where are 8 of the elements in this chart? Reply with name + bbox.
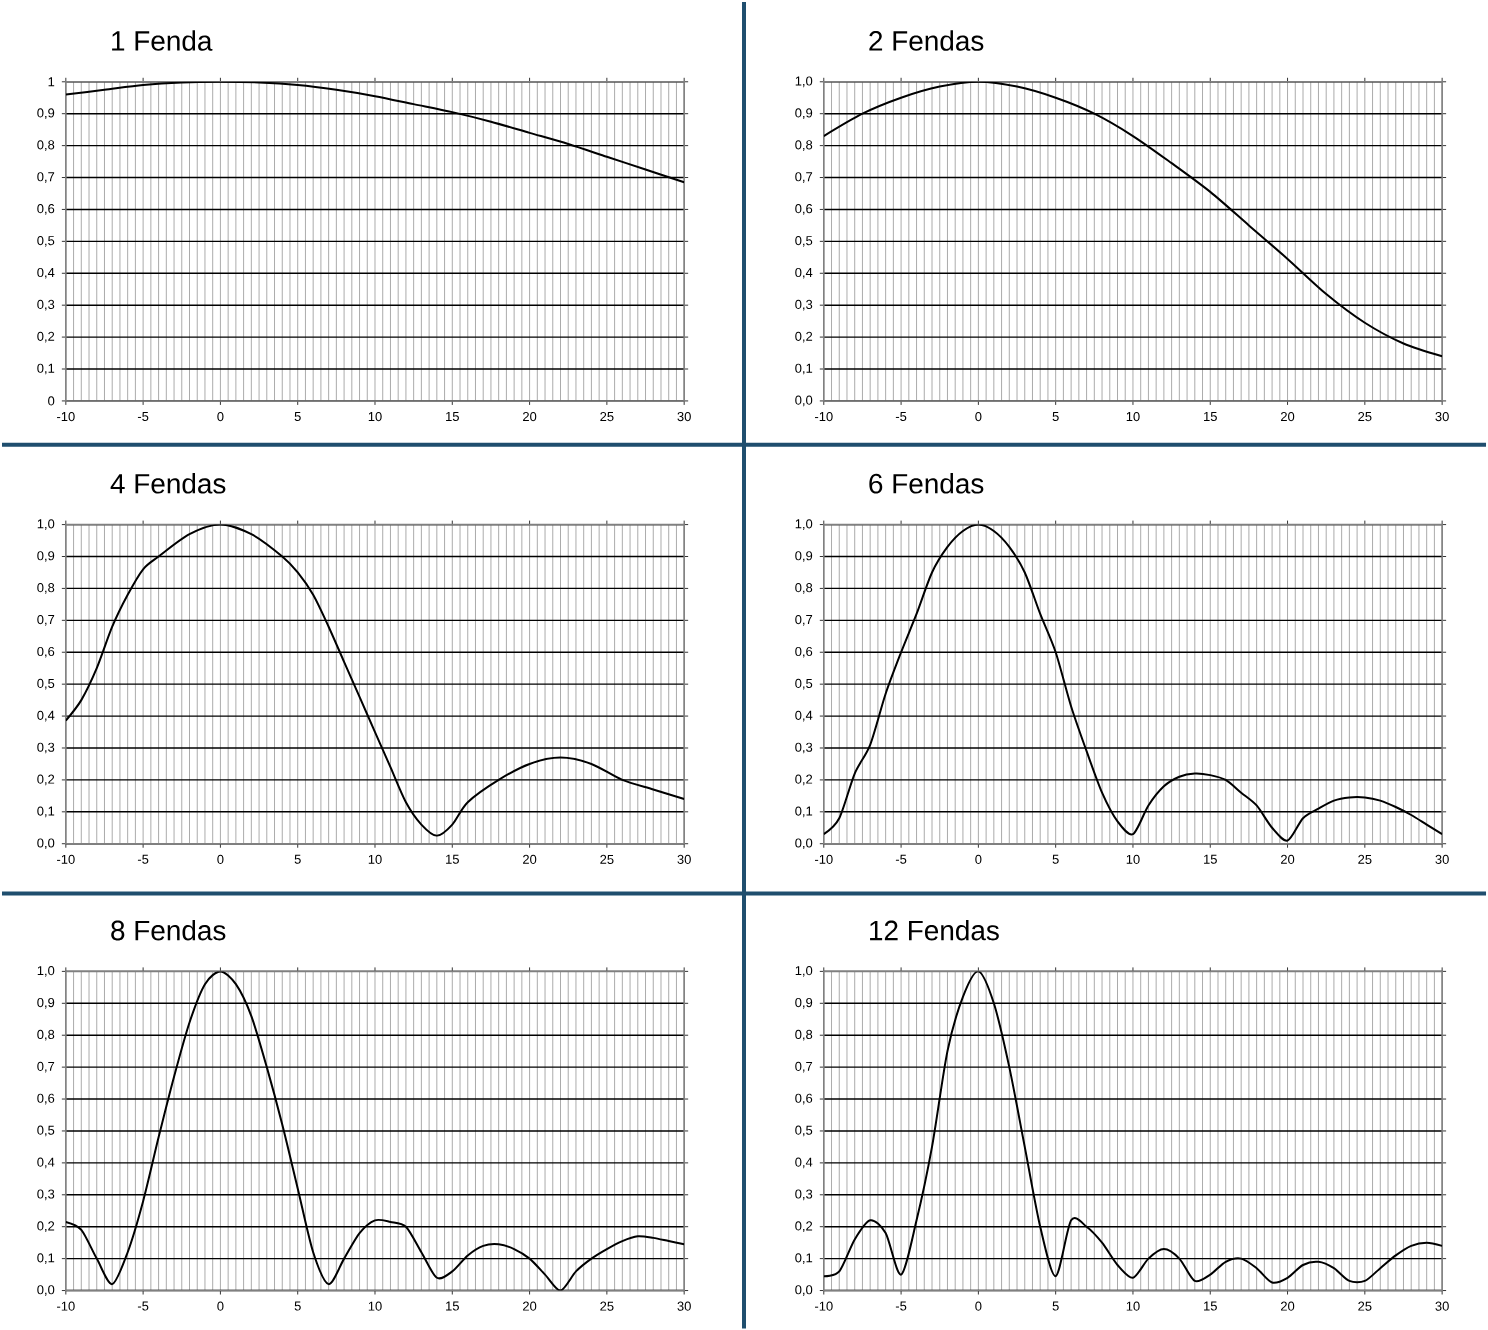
line-series [823,524,1443,842]
chart-title: 6 Fendas [869,472,984,494]
chart-title: 4 Fendas [110,472,226,494]
chart-title: 12 Fendas [870,919,999,941]
chart-title: 1 Fenda [112,30,213,51]
chart-title: 8 Fendas [111,919,226,941]
line-series [65,971,685,1291]
chart-title: 2 Fendas [869,30,984,51]
